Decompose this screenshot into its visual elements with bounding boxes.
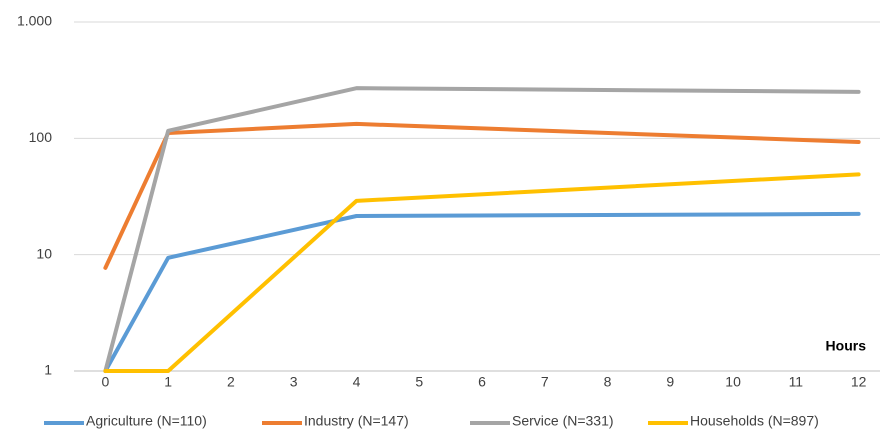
- x-tick-label: 12: [851, 374, 867, 390]
- y-tick-label: 1.000: [17, 13, 52, 29]
- y-tick-label: 10: [36, 245, 52, 261]
- x-tick-label: 3: [290, 374, 298, 390]
- x-tick-label: 11: [789, 374, 804, 390]
- y-tick-label: 100: [29, 129, 53, 145]
- x-axis-label: Hours: [826, 338, 867, 354]
- x-tick-label: 8: [604, 374, 612, 390]
- legend-label: Service (N=331): [512, 413, 614, 429]
- x-tick-label: 4: [353, 374, 361, 390]
- x-tick-label: 5: [415, 374, 423, 390]
- series-line: [103, 172, 861, 373]
- x-tick-label: 0: [101, 374, 109, 390]
- x-tick-label: 7: [541, 374, 549, 390]
- series-line: [103, 86, 861, 373]
- legend-label: Households (N=897): [690, 413, 819, 429]
- x-tick-label: 6: [478, 374, 486, 390]
- x-tick-label: 9: [666, 374, 674, 390]
- series-line: [103, 211, 861, 373]
- series-line: [103, 121, 861, 270]
- y-tick-label: 1: [44, 362, 52, 378]
- legend-label: Agriculture (N=110): [86, 413, 207, 429]
- x-tick-label: 10: [725, 374, 741, 390]
- legend-label: Industry (N=147): [304, 413, 409, 429]
- x-tick-label: 2: [227, 374, 235, 390]
- x-tick-label: 1: [164, 374, 172, 390]
